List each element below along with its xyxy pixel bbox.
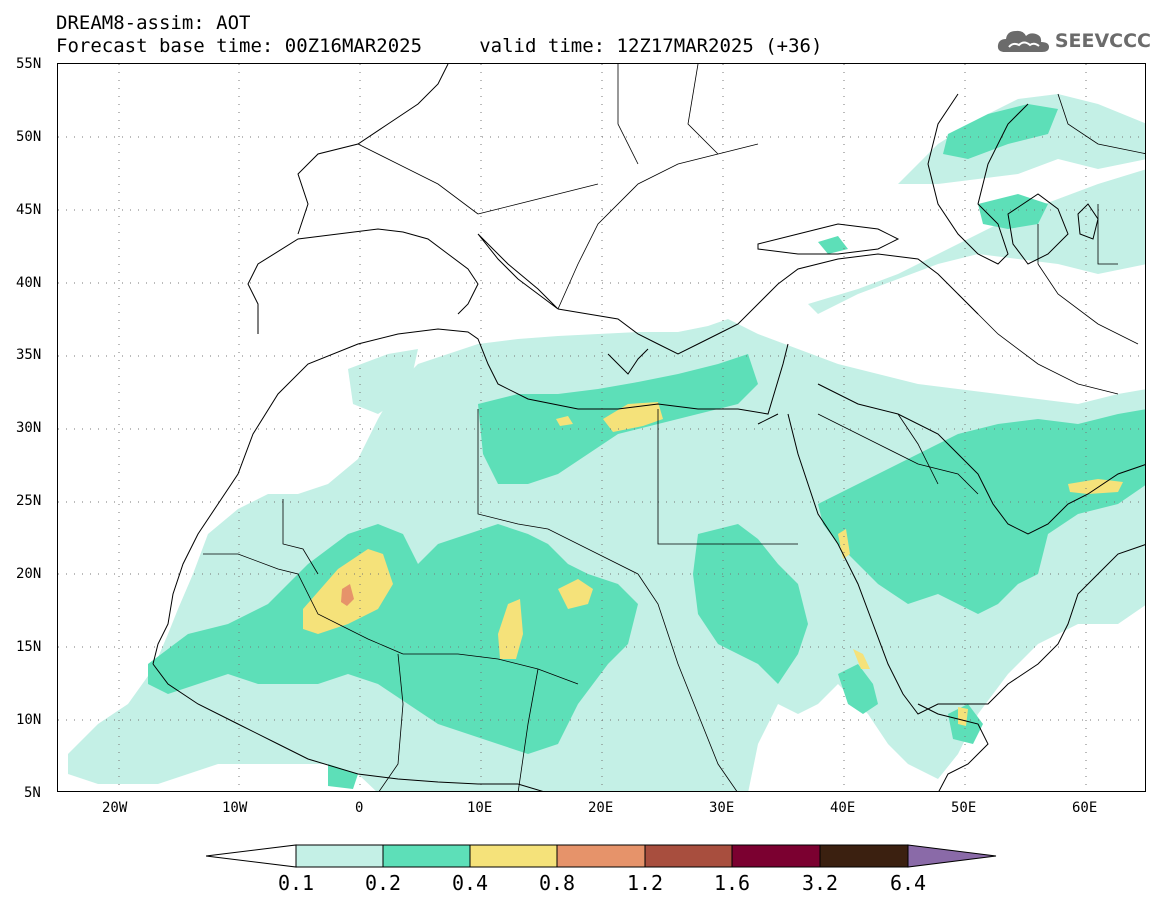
lat-label: 15N (16, 639, 42, 655)
colorbar-swatch (295, 844, 384, 868)
colorbar-swatch (469, 844, 558, 868)
colorbar-swatch (819, 844, 909, 868)
lat-label: 55N (16, 56, 42, 72)
colorbar-label: 6.4 (889, 871, 927, 895)
colorbar-label: 0.1 (277, 871, 315, 895)
colorbar-swatch (556, 844, 646, 868)
lon-label: 30E (709, 800, 735, 816)
colorbar-label: 0.4 (451, 871, 489, 895)
colorbar-swatch (731, 844, 821, 868)
lon-label: 0 (355, 800, 364, 816)
map-grid (58, 64, 1145, 791)
aot-band-0.2-0.4 (148, 104, 1145, 789)
colorbar-high-arrow (907, 844, 997, 868)
lon-label: 40E (830, 800, 856, 816)
country-borders (203, 64, 1145, 791)
seevccc-logo: SEEVCCC (997, 24, 1151, 58)
aot-colorbar (206, 844, 997, 868)
cloud-icon (997, 30, 1049, 52)
map-plot (57, 63, 1146, 792)
lat-label: 35N (16, 347, 42, 363)
lon-label: 10W (222, 800, 248, 816)
lat-label: 5N (24, 785, 41, 801)
colorbar-swatch (382, 844, 471, 868)
lat-label: 45N (16, 202, 42, 218)
lon-label: 20W (102, 800, 128, 816)
map-title: DREAM8-assim: AOT (56, 12, 251, 34)
colorbar-low-arrow (206, 844, 297, 868)
lat-label: 10N (16, 712, 42, 728)
forecast-times: Forecast base time: 00Z16MAR2025 valid t… (56, 35, 823, 57)
aot-band-0.8-1.2 (341, 584, 354, 606)
aot-map (58, 64, 1145, 791)
lat-label: 40N (16, 275, 42, 291)
colorbar-label: 3.2 (801, 871, 839, 895)
colorbar-label: 1.6 (713, 871, 751, 895)
colorbar-label: 0.8 (538, 871, 576, 895)
lat-label: 50N (16, 129, 42, 145)
lat-label: 30N (16, 420, 42, 436)
colorbar-label: 0.2 (364, 871, 402, 895)
lon-label: 60E (1072, 800, 1098, 816)
lon-label: 50E (951, 800, 977, 816)
lon-label: 20E (588, 800, 614, 816)
colorbar-swatch (644, 844, 733, 868)
lon-label: 10E (467, 800, 493, 816)
lat-label: 20N (16, 566, 42, 582)
lat-label: 25N (16, 493, 42, 509)
logo-text: SEEVCCC (1054, 30, 1151, 52)
colorbar-label: 1.2 (626, 871, 664, 895)
